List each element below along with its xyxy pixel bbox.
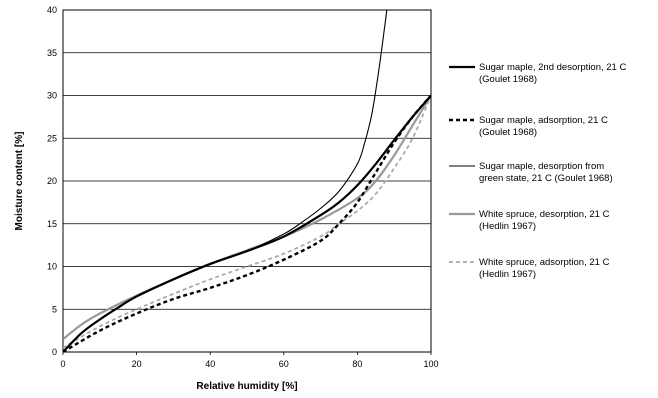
legend-label-5: (Hedlin 1967) — [479, 269, 536, 280]
legend-label-3: green state, 21 C (Goulet 1968) — [479, 173, 613, 184]
y-tick-label: 40 — [47, 5, 57, 15]
legend-label-2: Sugar maple, adsorption, 21 C — [479, 115, 608, 126]
legend-label-1: (Goulet 1968) — [479, 74, 537, 85]
x-tick-label: 0 — [60, 359, 65, 369]
x-tick-label: 80 — [352, 359, 362, 369]
plot-area-frame — [62, 9, 432, 353]
y-tick-label: 10 — [47, 262, 57, 272]
legend-label-5: White spruce, adsorption, 21 C — [479, 257, 610, 268]
gridlines — [63, 52, 431, 310]
tick-labels: 0 5 10 15 20 25 30 35 40 0 20 40 60 80 100 — [47, 5, 439, 369]
x-tick-label: 20 — [132, 359, 142, 369]
legend-label-2: (Goulet 1968) — [479, 127, 537, 138]
y-tick-label: 5 — [52, 304, 57, 314]
x-tick-label: 40 — [205, 359, 215, 369]
y-tick-label: 35 — [47, 48, 57, 58]
legend-label-3: Sugar maple, desorption from — [479, 161, 604, 172]
y-tick-label: 0 — [52, 347, 57, 357]
legend: Sugar maple, 2nd desorption, 21 C(Goulet… — [449, 62, 626, 280]
series-line-5 — [63, 95, 431, 349]
y-tick-label: 30 — [47, 91, 57, 101]
legend-label-4: (Hedlin 1967) — [479, 221, 536, 232]
legend-label-4: White spruce, desorption, 21 C — [479, 209, 610, 220]
series-line-2 — [63, 94, 431, 352]
x-axis-title: Relative humidity [%] — [196, 381, 297, 392]
x-tick-label: 60 — [279, 359, 289, 369]
legend-label-1: Sugar maple, 2nd desorption, 21 C — [479, 62, 626, 73]
series-line-1 — [63, 94, 431, 352]
series-lines — [63, 10, 431, 352]
y-tick-label: 20 — [47, 176, 57, 186]
series-line-4 — [63, 94, 431, 341]
y-tick-label: 15 — [47, 219, 57, 229]
y-tick-label: 25 — [47, 133, 57, 143]
x-tick-label: 100 — [423, 359, 438, 369]
y-axis-title: Moisture content [%] — [14, 132, 25, 231]
